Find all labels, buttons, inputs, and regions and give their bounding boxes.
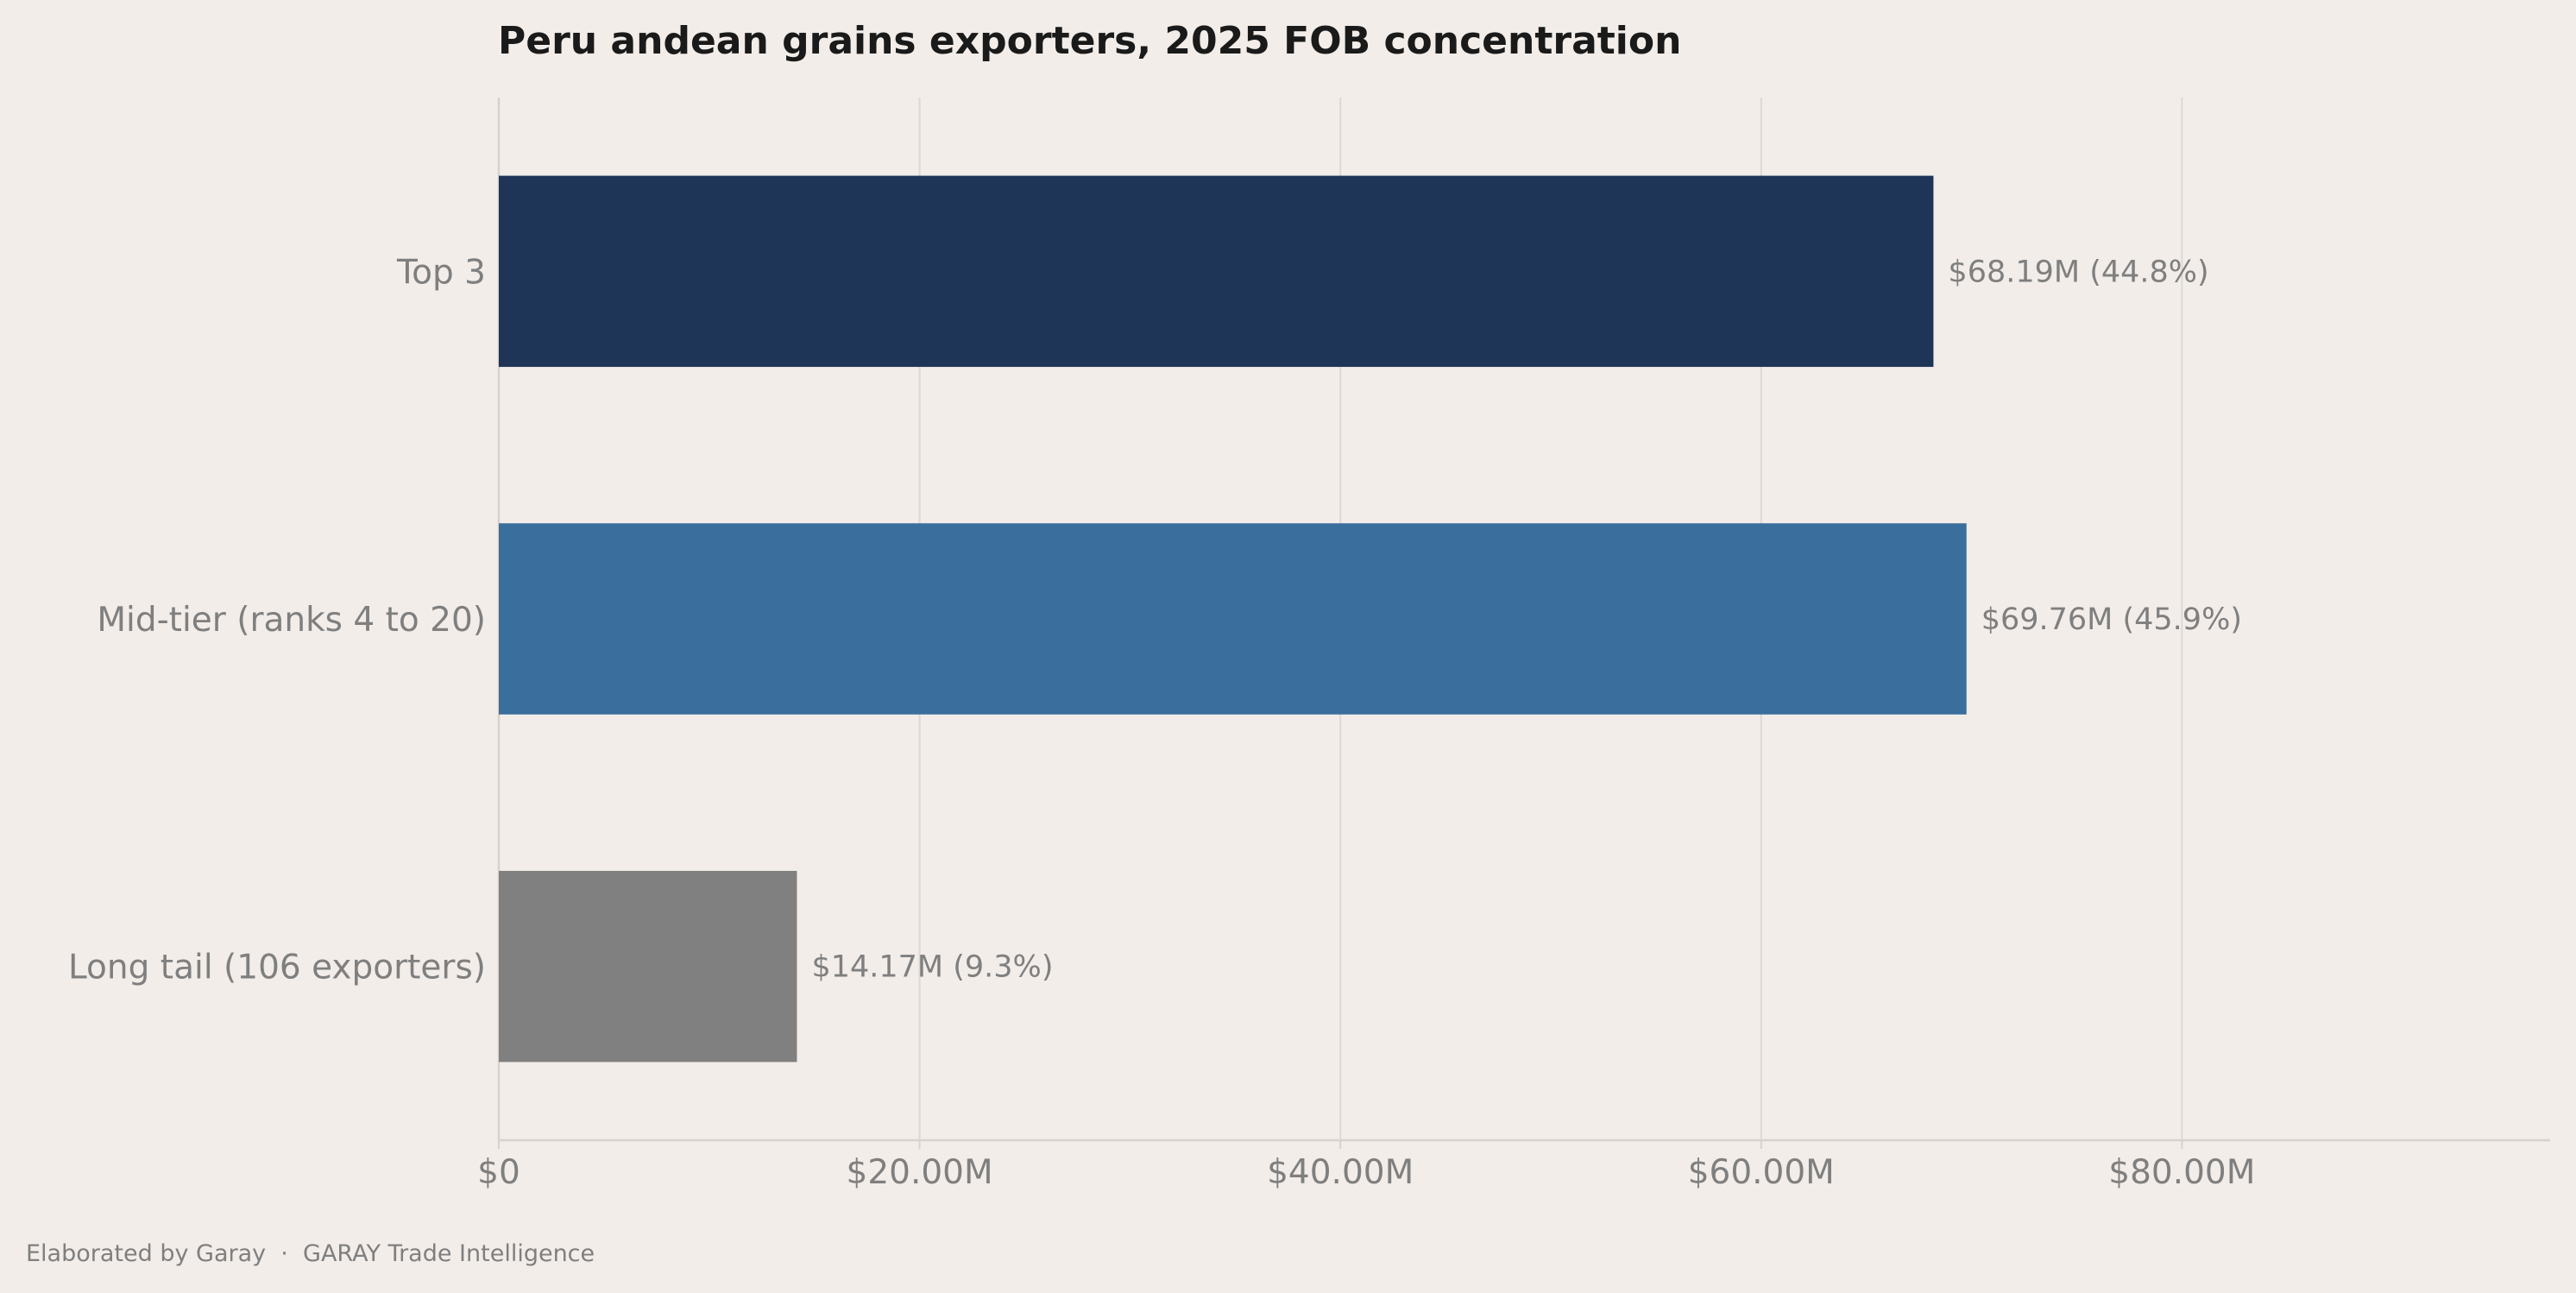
value-label: $14.17M (9.3%): [811, 950, 1053, 985]
value-label: $69.76M (45.9%): [1981, 602, 2242, 637]
category-label: Top 3: [396, 253, 486, 292]
value-label: $68.19M (44.8%): [1948, 255, 2208, 289]
category-label: Long tail (106 exporters): [68, 949, 486, 987]
bar: [499, 523, 1967, 715]
bar: [499, 870, 797, 1063]
category-label: Mid-tier (ranks 4 to 20): [97, 601, 486, 640]
x-tick-label: $20.00M: [847, 1153, 993, 1192]
footer-credit: Elaborated by Garay · GARAY Trade Intell…: [26, 1240, 595, 1267]
x-tick-label: $60.00M: [1688, 1153, 1835, 1192]
bars: Top 3 $68.19M (44.8%) Mid-tier (ranks 4 to…: [68, 175, 2242, 1063]
x-tick-label: $0: [477, 1153, 520, 1192]
chart-title: Peru andean grains exporters, 2025 FOB c…: [498, 19, 1681, 63]
x-tick-label: $80.00M: [2108, 1153, 2255, 1192]
bar: [499, 175, 1934, 368]
x-tick-label: $40.00M: [1267, 1153, 1414, 1192]
x-axis-ticks: $0 $20.00M $40.00M $60.00M $80.00M: [477, 1140, 2255, 1192]
